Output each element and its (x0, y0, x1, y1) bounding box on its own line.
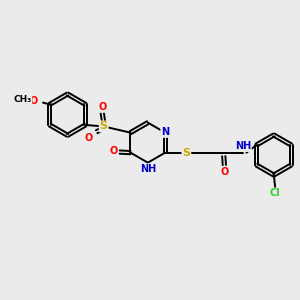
Text: O: O (84, 133, 92, 142)
Text: O: O (29, 96, 38, 106)
Text: N: N (161, 127, 169, 137)
Text: NH: NH (140, 164, 156, 174)
Text: Cl: Cl (270, 188, 281, 198)
Text: O: O (110, 146, 118, 156)
Text: S: S (100, 122, 108, 131)
Text: CH₃: CH₃ (13, 95, 32, 104)
Text: S: S (182, 148, 190, 158)
Text: NH: NH (235, 141, 251, 151)
Text: O: O (98, 102, 106, 112)
Text: O: O (220, 167, 229, 177)
